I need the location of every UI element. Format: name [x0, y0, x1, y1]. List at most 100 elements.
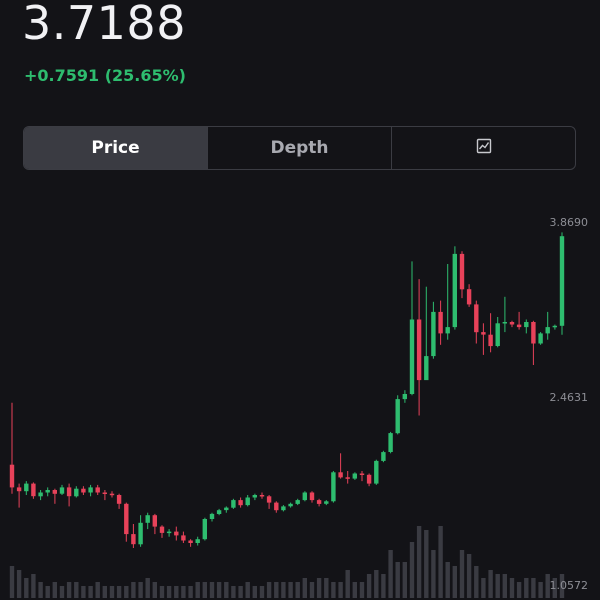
volume-bar [188, 586, 193, 598]
volume-bar [431, 550, 436, 598]
candle [316, 498, 322, 507]
candle-body [181, 535, 186, 541]
volume-bar [409, 542, 415, 598]
volume-bar [466, 554, 472, 598]
volume-bar [416, 526, 422, 598]
volume-bar [402, 562, 407, 598]
candle-body [452, 253, 457, 328]
candle-body [59, 487, 65, 494]
candle [466, 284, 472, 307]
candle [195, 536, 200, 546]
volume-bar [502, 574, 507, 598]
volume-bar [74, 582, 79, 598]
candle [545, 311, 550, 340]
volume-bar [424, 530, 429, 598]
candle [224, 506, 229, 513]
volume-bar [16, 570, 22, 598]
volume-bar [374, 570, 379, 598]
candle-body [295, 500, 300, 504]
candle [116, 493, 122, 509]
candle [338, 453, 343, 479]
candle-body [281, 506, 286, 511]
candle [531, 320, 536, 365]
candle-body [24, 483, 29, 492]
candle [45, 487, 50, 497]
candle-body [509, 322, 515, 325]
candle-body [409, 319, 415, 394]
volume-bars [9, 526, 565, 598]
candle-body [395, 399, 400, 434]
volume-bar [216, 582, 222, 598]
volume-bar [524, 578, 529, 598]
candle-body [438, 311, 443, 334]
volume-bar [331, 582, 336, 598]
tab-chart-type[interactable] [392, 127, 575, 169]
volume-bar [302, 578, 307, 598]
candle-body [388, 433, 393, 452]
volume-bar [102, 586, 107, 598]
volume-bar [81, 586, 86, 598]
candle-body [238, 500, 243, 506]
candle [424, 286, 429, 381]
candle [31, 482, 36, 499]
candle [345, 471, 350, 484]
candle-body [209, 513, 215, 519]
volume-bar [545, 574, 550, 598]
candle-body [366, 474, 372, 484]
candle [381, 450, 386, 463]
volume-bar [266, 582, 272, 598]
volume-bar [245, 582, 250, 598]
candle [9, 402, 15, 494]
candle-body [152, 515, 157, 527]
candle [495, 317, 500, 348]
candle [538, 332, 543, 345]
candle [216, 508, 222, 516]
candle-body [52, 490, 57, 494]
volume-bar [181, 586, 186, 598]
tab-depth[interactable]: Depth [208, 127, 392, 169]
candle [516, 311, 522, 330]
candle-body [138, 522, 143, 545]
volume-bar [509, 578, 515, 598]
candle [474, 300, 479, 344]
volume-bar [209, 582, 215, 598]
candle-body [81, 488, 86, 493]
candle-body [552, 325, 557, 328]
candle [438, 300, 443, 345]
candle-body [16, 487, 22, 492]
candle-body [231, 500, 236, 508]
candle-body [131, 534, 136, 545]
candle-body [345, 477, 350, 479]
candle-body [559, 236, 565, 326]
candle [174, 526, 179, 541]
volume-bar [174, 586, 179, 598]
tab-price[interactable]: Price [24, 127, 208, 169]
candle [559, 232, 565, 335]
candle [159, 525, 165, 538]
volume-bar [359, 582, 365, 598]
candle [266, 495, 272, 509]
candle [66, 483, 72, 507]
candle-body [102, 492, 107, 494]
candle-body [402, 394, 407, 400]
candle [238, 497, 243, 508]
candle [102, 490, 107, 501]
candle [231, 498, 236, 509]
candle [245, 495, 250, 507]
candle [38, 490, 43, 501]
candle [288, 502, 293, 508]
candle-body [381, 452, 386, 461]
volume-bar [274, 582, 279, 598]
volume-bar [224, 582, 229, 598]
volume-bar [166, 586, 172, 598]
candle [95, 484, 100, 495]
candle-body [274, 502, 279, 511]
candle [152, 513, 157, 535]
candle [281, 505, 286, 512]
candle [366, 473, 372, 487]
candle-body [159, 526, 165, 533]
candle-body [266, 496, 272, 503]
candle [524, 319, 529, 334]
candle [124, 502, 129, 542]
